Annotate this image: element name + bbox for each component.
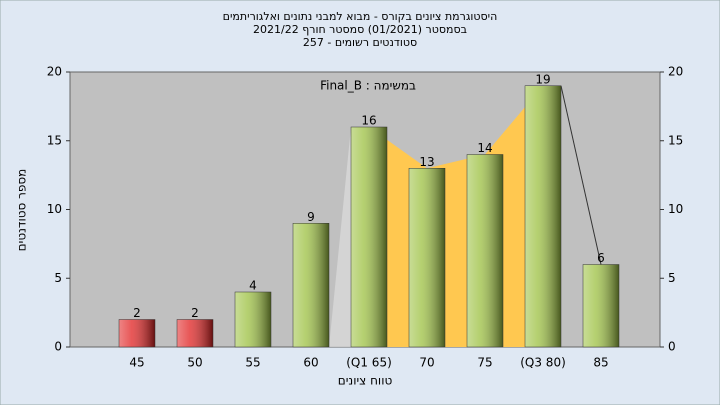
bar-shade <box>292 223 330 348</box>
value-label: 13 <box>419 155 434 169</box>
value-label: 6 <box>597 251 605 265</box>
bar-shade <box>118 319 156 348</box>
title-line: היסטוגרמת ציונים בקורס - מבוא למבני נתונ… <box>223 10 498 23</box>
x-tick-label: 75 <box>477 356 492 370</box>
x-tick-label: 45 <box>129 356 144 370</box>
tail-line <box>560 85 602 265</box>
bar-shade <box>234 291 272 348</box>
value-label: 2 <box>191 306 199 320</box>
x-tick-label: 85 <box>593 356 608 370</box>
bar-shade <box>350 126 388 348</box>
value-label: 19 <box>535 72 550 86</box>
y-tick-label: 10 <box>47 202 62 216</box>
y-tick-label-right: 0 <box>668 340 676 354</box>
value-label: 2 <box>133 306 141 320</box>
quartile-lead <box>329 127 351 347</box>
x-axis-label: טווח ציונים <box>338 374 393 388</box>
annotation: Final_B : במשימה <box>320 79 416 93</box>
x-tick-label: 60 <box>303 356 318 370</box>
x-tick-label: 50 <box>187 356 202 370</box>
x-tick-label: (Q1 65) <box>346 356 392 370</box>
title-line: סטודנטים רשומים - 257 <box>303 36 417 49</box>
y-tick-label: 5 <box>54 271 62 285</box>
bar-shade <box>524 85 562 348</box>
value-label: 16 <box>361 114 376 128</box>
y-tick-label-right: 15 <box>668 133 683 147</box>
bar-shade <box>408 168 446 348</box>
value-label: 4 <box>249 279 257 293</box>
value-label: 14 <box>477 141 492 155</box>
y-axis-label: מספר סטודנטים <box>15 169 29 252</box>
y-tick-label: 0 <box>54 340 62 354</box>
x-tick-label: (Q3 80) <box>520 356 566 370</box>
y-tick-label-right: 10 <box>668 202 683 216</box>
y-tick-label-right: 5 <box>668 271 676 285</box>
y-tick-label: 15 <box>47 133 62 147</box>
y-tick-label: 20 <box>47 65 62 79</box>
bar-shade <box>582 264 620 348</box>
bar-shade <box>176 319 214 348</box>
x-tick-label: 70 <box>419 356 434 370</box>
bar-shade <box>466 154 504 348</box>
value-label: 9 <box>307 210 315 224</box>
title-line: בסמסטר (01/2021) סמסטר חורף 2021/22 <box>253 23 467 36</box>
x-tick-label: 55 <box>245 356 260 370</box>
y-tick-label-right: 20 <box>668 65 683 79</box>
